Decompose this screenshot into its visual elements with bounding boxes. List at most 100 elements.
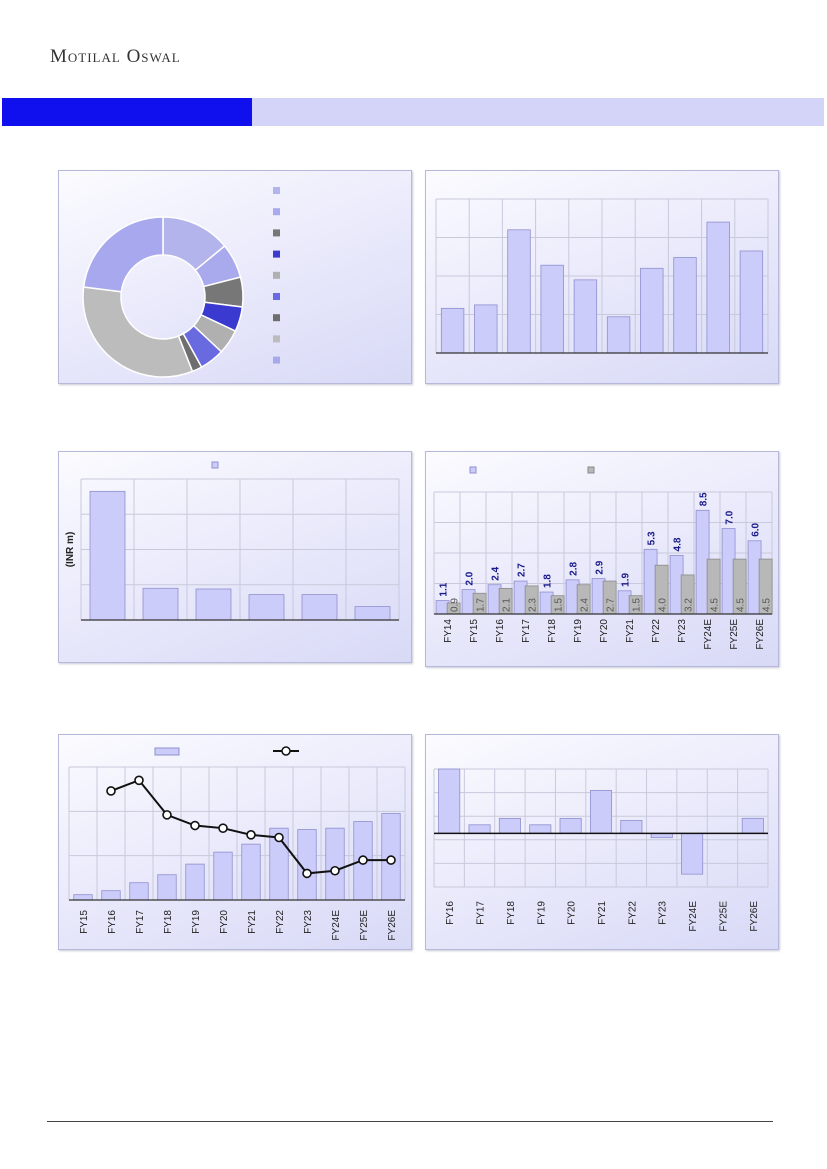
data-label-series-2: 4.5: [736, 598, 747, 612]
chart-panel-5: FY15 FY16 FY17 FY18 FY19 FY20 FY21 FY22 FY23 FY24…: [58, 734, 412, 950]
y-axis-label: (INR m): [65, 532, 76, 568]
x-tick-label: FY19: [573, 619, 584, 643]
x-tick-label: FY16: [107, 910, 118, 934]
chart-panel-6: FY16 FY17 FY18 FY19 FY20 FY21 FY22 FY23 FY24E FY2…: [425, 734, 779, 950]
data-label-series-1: 8.5: [699, 492, 710, 506]
bar: [673, 257, 697, 354]
brand-logo: Motilal Oswal: [50, 46, 181, 67]
data-label-series-1: 5.3: [647, 531, 658, 545]
section-band-highlight: [2, 98, 252, 126]
x-tick-label: FY17: [476, 901, 487, 925]
x-tick-label: FY22: [627, 901, 638, 925]
line-marker: [274, 832, 284, 843]
line-marker: [246, 830, 256, 840]
bar: [507, 229, 531, 354]
legend-swatch: [273, 250, 280, 258]
bar: [606, 316, 631, 354]
data-label-series-2: 2.7: [606, 598, 617, 612]
x-tick-label: FY26E: [387, 910, 398, 941]
donut-slice: [82, 286, 194, 378]
bar: [89, 490, 126, 621]
bar: [589, 790, 613, 834]
x-tick-label: FY26E: [749, 901, 760, 932]
bar: [474, 304, 498, 354]
bar: [468, 824, 491, 834]
x-tick-label: FY20: [219, 910, 230, 934]
bar: [559, 817, 582, 834]
chart-panel-3: (INR m): [58, 451, 412, 663]
x-tick-label: FY16: [495, 619, 506, 643]
x-tick-label: FY26E: [755, 619, 766, 650]
x-tick-label: FY19: [191, 910, 202, 934]
bar: [195, 588, 232, 621]
data-label-series-2: 1.5: [632, 598, 643, 612]
x-tick-label: FY25E: [718, 901, 729, 932]
data-label-series-2: 2.4: [580, 598, 591, 612]
chart-panel-4: 1.1 0.9 2.0 1.7 2.4 2.1 2.7 2.3 1.8 1.5 2.8 2.4 2.9 2…: [425, 451, 779, 667]
legend-marker: [281, 746, 291, 756]
x-tick-label: FY22: [651, 619, 662, 643]
x-tick-label: FY22: [275, 910, 286, 934]
bar: [706, 221, 730, 354]
legend-swatch: [273, 229, 280, 237]
x-tick-label: FY15: [469, 619, 480, 643]
data-label-series-1: 1.1: [439, 582, 450, 596]
line-marker: [190, 820, 200, 831]
data-label-series-2: 0.9: [450, 598, 461, 612]
bar: [529, 824, 552, 834]
data-label-series-1: 1.8: [543, 574, 554, 588]
line-marker: [218, 823, 228, 833]
line-marker: [162, 810, 172, 820]
line-marker: [106, 786, 116, 796]
legend-swatch: [273, 271, 280, 279]
bar: [129, 882, 149, 901]
donut-slice: [82, 216, 164, 293]
x-tick-label: FY24E: [688, 901, 699, 932]
legend-swatch: [273, 335, 280, 343]
bar: [301, 594, 338, 621]
bar: [498, 817, 521, 834]
legend-swatch: [469, 466, 477, 474]
legend-swatch: [211, 461, 219, 469]
x-tick-label: FY21: [597, 901, 608, 925]
x-tick-label: FY24E: [703, 619, 714, 650]
x-tick-label: FY19: [536, 901, 547, 925]
legend-swatch: [273, 208, 280, 216]
x-tick-label: FY23: [658, 901, 669, 925]
data-label-series-2: 4.0: [658, 598, 669, 612]
bar: [73, 894, 93, 901]
bar-chart-4: 1.10.92.01.72.42.12.72.31.81.52.82.42.92…: [433, 466, 773, 650]
bar: [354, 606, 391, 621]
x-tick-label: FY25E: [359, 910, 370, 941]
bar: [325, 827, 345, 901]
line-marker: [134, 775, 144, 786]
line-marker: [386, 855, 396, 865]
bar: [438, 768, 461, 834]
line-marker: [330, 865, 340, 876]
data-label-series-2: 3.2: [684, 598, 695, 612]
line-marker: [302, 868, 312, 879]
x-tick-label: FY24E: [331, 910, 342, 941]
x-tick-label: FY18: [506, 901, 517, 925]
x-tick-label: FY16: [445, 901, 456, 925]
x-tick-label: FY20: [567, 901, 578, 925]
x-tick-label: FY18: [163, 910, 174, 934]
x-tick-label: FY17: [135, 910, 146, 934]
chart-panel-1: [58, 170, 412, 384]
legend-swatch-bar: [154, 747, 180, 756]
data-label-series-2: 1.5: [554, 598, 565, 612]
data-label-series-1: 4.8: [673, 537, 684, 551]
donut-chart: [82, 187, 280, 378]
data-label-series-1: 2.4: [491, 566, 502, 580]
bar: [142, 587, 179, 621]
bar-chart-6: FY16 FY17 FY18 FY19 FY20 FY21 FY22 FY23 FY24E FY2…: [433, 768, 769, 932]
chart-panel-2: [425, 170, 779, 384]
bar: [681, 832, 704, 875]
data-label-series-2: 2.1: [502, 598, 513, 612]
bar: [739, 250, 764, 354]
legend-swatch: [273, 356, 280, 364]
data-label-series-2: 1.7: [476, 598, 487, 612]
bar: [741, 817, 764, 834]
bar: [101, 890, 121, 901]
legend-swatch: [587, 466, 595, 474]
